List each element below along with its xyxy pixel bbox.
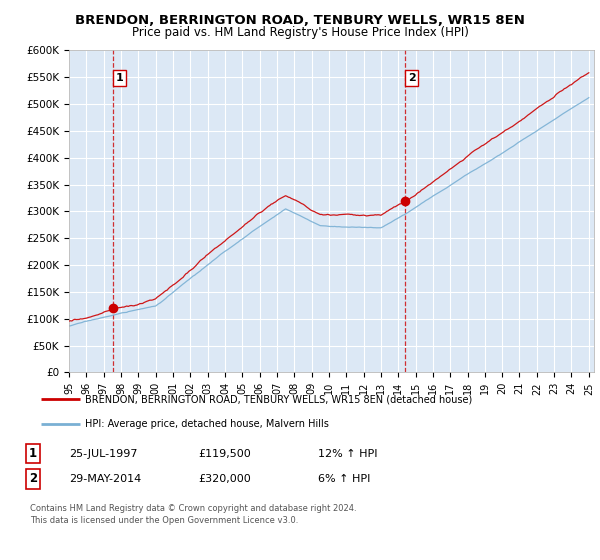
Text: 25-JUL-1997: 25-JUL-1997 xyxy=(69,449,137,459)
Text: 29-MAY-2014: 29-MAY-2014 xyxy=(69,474,141,484)
Text: 1: 1 xyxy=(116,73,124,83)
Text: BRENDON, BERRINGTON ROAD, TENBURY WELLS, WR15 8EN (detached house): BRENDON, BERRINGTON ROAD, TENBURY WELLS,… xyxy=(85,394,472,404)
Text: Contains HM Land Registry data © Crown copyright and database right 2024.
This d: Contains HM Land Registry data © Crown c… xyxy=(30,504,356,525)
Text: 2: 2 xyxy=(408,73,416,83)
Text: 2: 2 xyxy=(29,472,37,486)
Text: BRENDON, BERRINGTON ROAD, TENBURY WELLS, WR15 8EN: BRENDON, BERRINGTON ROAD, TENBURY WELLS,… xyxy=(75,14,525,27)
Text: 6% ↑ HPI: 6% ↑ HPI xyxy=(318,474,370,484)
Text: £320,000: £320,000 xyxy=(198,474,251,484)
Text: 1: 1 xyxy=(29,447,37,460)
Text: 12% ↑ HPI: 12% ↑ HPI xyxy=(318,449,377,459)
Text: HPI: Average price, detached house, Malvern Hills: HPI: Average price, detached house, Malv… xyxy=(85,418,329,428)
Text: Price paid vs. HM Land Registry's House Price Index (HPI): Price paid vs. HM Land Registry's House … xyxy=(131,26,469,39)
Text: £119,500: £119,500 xyxy=(198,449,251,459)
